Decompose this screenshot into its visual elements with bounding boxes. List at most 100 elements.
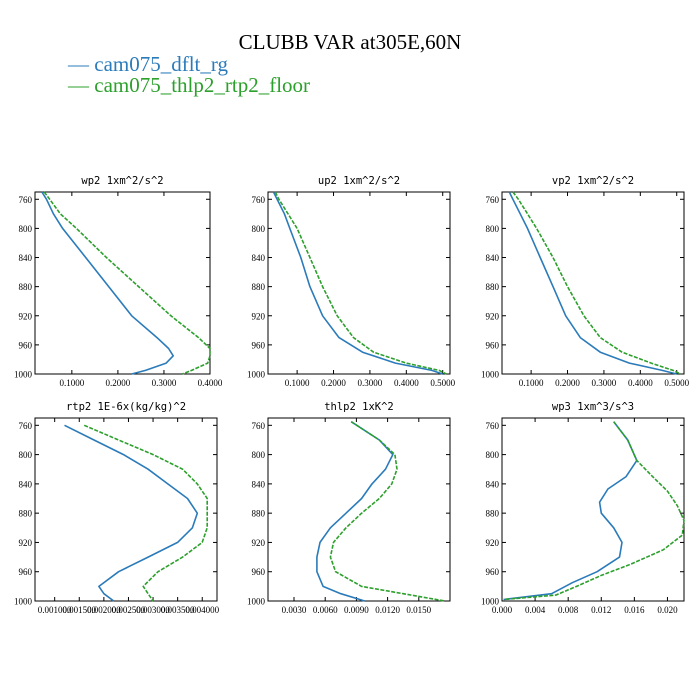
ytick-label-3-4: 920 (19, 538, 33, 548)
ytick-label-0-1: 800 (19, 224, 33, 234)
ytick-label-2-2: 840 (486, 253, 500, 263)
ytick-label-0-4: 920 (19, 311, 33, 321)
ytick-label-1-2: 840 (252, 253, 266, 263)
series-line-4-1 (329, 421, 445, 602)
xtick-label-4-2: 0.0090 (344, 605, 369, 615)
page-title: CLUBB VAR at305E,60N (238, 30, 462, 54)
plot-frame-1 (267, 191, 451, 375)
ytick-label-4-4: 920 (252, 538, 266, 548)
ytick-label-1-5: 960 (252, 340, 266, 350)
ytick-label-3-0: 760 (19, 421, 33, 431)
xtick-label-5-4: 0.016 (624, 605, 645, 615)
xtick-label-3-4: 0.003000 (136, 605, 170, 615)
xtick-label-3-6: 0.004000 (185, 605, 219, 615)
ytick-label-5-6: 1000 (481, 597, 500, 607)
ytick-label-0-5: 960 (19, 340, 33, 350)
ytick-label-0-0: 760 (19, 195, 33, 205)
xtick-label-2-4: 0.5000 (664, 378, 689, 388)
xtick-label-0-0: 0.1000 (59, 378, 84, 388)
xtick-label-0-3: 0.4000 (198, 378, 223, 388)
series-line-3-1 (83, 424, 208, 602)
series-line-1-0 (272, 191, 443, 375)
series-line-0-1 (43, 191, 211, 375)
ytick-label-1-4: 920 (252, 311, 266, 321)
ytick-label-3-1: 800 (19, 450, 33, 460)
ytick-label-3-2: 840 (19, 479, 33, 489)
xtick-label-5-5: 0.020 (657, 605, 678, 615)
series-line-2-1 (512, 191, 681, 375)
series-line-5-0 (503, 421, 638, 601)
ytick-label-4-1: 800 (252, 450, 266, 460)
xtick-label-3-5: 0.003500 (161, 605, 195, 615)
series-line-4-0 (316, 421, 394, 602)
ytick-label-2-4: 920 (486, 311, 500, 321)
ytick-label-3-5: 960 (19, 567, 33, 577)
panel-title-0: wp2 1xm^2/s^2 (81, 175, 163, 187)
xtick-label-2-1: 0.2000 (555, 378, 580, 388)
ytick-label-0-2: 840 (19, 253, 33, 263)
xtick-label-4-3: 0.0120 (375, 605, 400, 615)
ytick-label-4-3: 880 (252, 509, 266, 519)
xtick-label-1-2: 0.3000 (358, 378, 383, 388)
ytick-label-2-5: 960 (486, 340, 500, 350)
plot-frame-0 (34, 191, 211, 375)
xtick-label-3-1: 0.001500 (62, 605, 96, 615)
panel-title-1: up2 1xm^2/s^2 (318, 175, 400, 187)
xtick-label-3-0: 0.001000 (38, 605, 72, 615)
xtick-label-4-1: 0.0060 (313, 605, 338, 615)
xtick-label-0-2: 0.3000 (152, 378, 177, 388)
xtick-label-1-1: 0.2000 (321, 378, 346, 388)
xtick-label-5-3: 0.012 (591, 605, 611, 615)
xtick-label-1-3: 0.4000 (394, 378, 419, 388)
ytick-label-2-3: 880 (486, 282, 500, 292)
ytick-label-4-2: 840 (252, 479, 266, 489)
ytick-label-5-0: 760 (486, 421, 500, 431)
series-line-5-1 (503, 421, 685, 601)
ytick-label-1-6: 1000 (247, 370, 266, 380)
ytick-label-1-1: 800 (252, 224, 266, 234)
ytick-label-0-3: 880 (19, 282, 33, 292)
ytick-label-3-6: 1000 (14, 597, 33, 607)
xtick-label-0-1: 0.2000 (106, 378, 131, 388)
ytick-label-5-3: 880 (486, 509, 500, 519)
ytick-label-5-1: 800 (486, 450, 500, 460)
xtick-label-2-2: 0.3000 (592, 378, 617, 388)
xtick-label-5-0: 0.000 (492, 605, 513, 615)
xtick-label-1-0: 0.1000 (285, 378, 310, 388)
ytick-label-4-6: 1000 (247, 597, 266, 607)
ytick-label-1-3: 880 (252, 282, 266, 292)
ytick-label-3-3: 880 (19, 509, 33, 519)
xtick-label-4-0: 0.0030 (282, 605, 307, 615)
panel-title-2: vp2 1xm^2/s^2 (552, 175, 634, 187)
ytick-label-4-0: 760 (252, 421, 266, 431)
xtick-label-5-2: 0.008 (558, 605, 579, 615)
plot-frame-4 (267, 417, 451, 602)
series-line-1-1 (274, 191, 447, 375)
plot-frame-3 (34, 417, 218, 602)
plot-frame-5 (501, 417, 685, 602)
series-line-0-0 (41, 191, 174, 375)
series-line-3-0 (64, 424, 199, 602)
ytick-label-5-4: 920 (486, 538, 500, 548)
ytick-label-5-5: 960 (486, 567, 500, 577)
ytick-label-2-0: 760 (486, 195, 500, 205)
ytick-label-2-1: 800 (486, 224, 500, 234)
ytick-label-5-2: 840 (486, 479, 500, 489)
xtick-label-4-4: 0.0150 (406, 605, 431, 615)
xtick-label-3-2: 0.002000 (87, 605, 121, 615)
legend-item-0: — cam075_dflt_rg (68, 52, 229, 76)
xtick-label-2-3: 0.4000 (628, 378, 653, 388)
panel-title-5: wp3 1xm^3/s^3 (552, 401, 634, 413)
series-line-2-0 (508, 191, 677, 375)
panel-title-4: thlp2 1xK^2 (324, 401, 394, 413)
xtick-label-2-0: 0.1000 (519, 378, 544, 388)
panel-title-3: rtp2 1E-6x(kg/kg)^2 (66, 401, 186, 413)
xtick-label-1-4: 0.5000 (430, 378, 455, 388)
plot-frame-2 (501, 191, 685, 375)
legend-item-1: — cam075_thlp2_rtp2_floor (68, 73, 311, 97)
ytick-label-2-6: 1000 (481, 370, 500, 380)
xtick-label-3-3: 0.002500 (112, 605, 146, 615)
ytick-label-0-6: 1000 (14, 370, 33, 380)
ytick-label-1-0: 760 (252, 195, 266, 205)
